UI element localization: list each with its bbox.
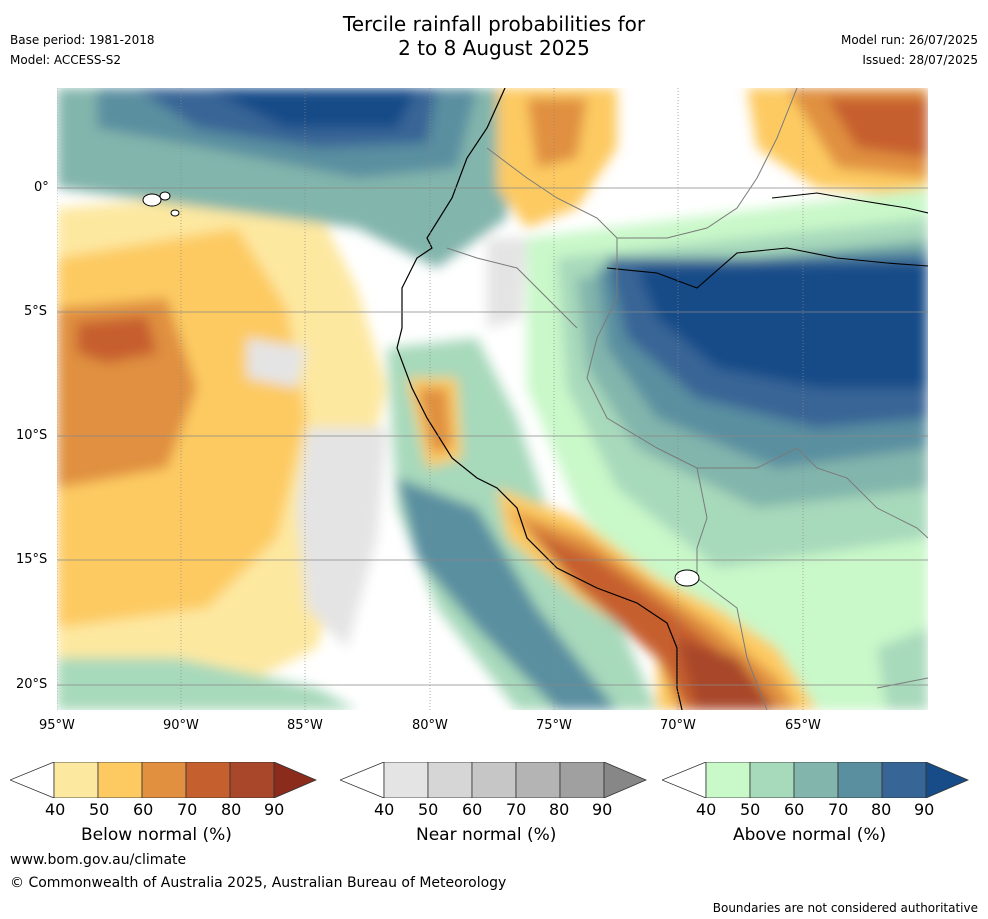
map-title: Tercile rainfall probabilities for 2 to … <box>0 12 988 60</box>
footer-url: www.bom.gov.au/climate <box>10 852 187 868</box>
lon-label-70w: 70°W <box>660 718 696 733</box>
galapagos-islands <box>142 191 180 217</box>
amazon-river <box>771 192 928 214</box>
lat-label-0: 0° <box>34 180 49 195</box>
cb2-tick-50: 50 <box>418 800 439 819</box>
lat-label-15s: 15°S <box>16 552 48 567</box>
lon-label-80w: 80°W <box>412 718 448 733</box>
cb2-tick-80: 80 <box>549 800 570 819</box>
cb1-tick-60: 60 <box>133 800 154 819</box>
coastline <box>396 88 683 710</box>
lon-label-65w: 65°W <box>785 718 821 733</box>
lat-label-20s: 20°S <box>16 677 48 692</box>
footer-disclaimer: Boundaries are not considered authoritat… <box>712 901 978 915</box>
gridlines <box>57 88 928 710</box>
lon-label-95w: 95°W <box>39 718 75 733</box>
cb1-tick-40: 40 <box>45 800 66 819</box>
title-line-1: Tercile rainfall probabilities for <box>342 12 646 36</box>
cb1-tick-50: 50 <box>89 800 110 819</box>
cb3-tick-90: 90 <box>914 800 935 819</box>
cb2-tick-70: 70 <box>506 800 527 819</box>
lat-label-10s: 10°S <box>16 428 48 443</box>
model-name: Model: ACCESS-S2 <box>10 53 122 67</box>
probability-shading <box>57 88 928 710</box>
lake-titicaca <box>674 569 700 587</box>
meta-left: Base period: 1981-2018 Model: ACCESS-S2 <box>10 30 155 70</box>
issued-date: Issued: 28/07/2025 <box>862 53 978 67</box>
colorbar-above-normal <box>662 762 970 798</box>
cb1-tick-90: 90 <box>264 800 285 819</box>
cb2-tick-60: 60 <box>462 800 483 819</box>
colorbar-below-normal <box>10 762 318 798</box>
meta-right: Model run: 26/07/2025 Issued: 28/07/2025 <box>841 30 978 70</box>
cb1-tick-70: 70 <box>177 800 198 819</box>
cb3-label: Above normal (%) <box>733 825 887 845</box>
cb3-tick-70: 70 <box>828 800 849 819</box>
cb2-tick-90: 90 <box>592 800 613 819</box>
cb1-tick-80: 80 <box>221 800 242 819</box>
river-north <box>606 247 928 289</box>
cb3-tick-40: 40 <box>696 800 717 819</box>
cb2-tick-40: 40 <box>374 800 395 819</box>
model-run: Model run: 26/07/2025 <box>840 33 978 47</box>
title-line-2: 2 to 8 August 2025 <box>398 36 590 60</box>
cb1-label: Below normal (%) <box>81 825 232 845</box>
footer-copyright: © Commonwealth of Australia 2025, Austra… <box>10 875 507 891</box>
lon-label-75w: 75°W <box>536 718 572 733</box>
base-period: Base period: 1981-2018 <box>10 33 155 47</box>
colorbar-near-normal <box>340 762 648 798</box>
cb3-tick-50: 50 <box>740 800 761 819</box>
lon-label-90w: 90°W <box>163 718 199 733</box>
cb3-tick-80: 80 <box>871 800 892 819</box>
cb3-tick-60: 60 <box>784 800 805 819</box>
lat-label-5s: 5°S <box>24 304 48 319</box>
rainfall-map <box>57 88 928 710</box>
lon-label-85w: 85°W <box>287 718 323 733</box>
cb2-label: Near normal (%) <box>416 825 557 845</box>
country-boundaries <box>446 88 928 710</box>
